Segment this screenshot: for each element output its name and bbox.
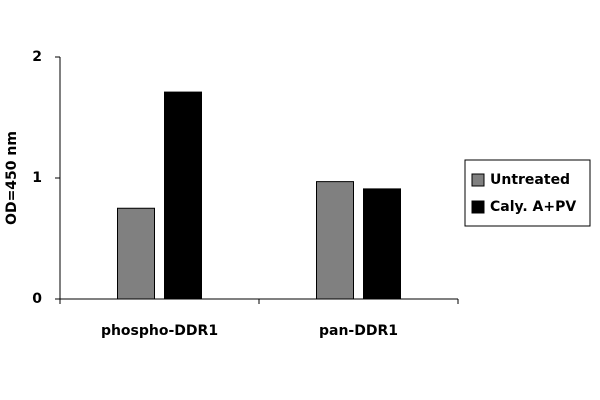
y-tick-label: 1 (32, 170, 42, 186)
y-tick-label: 0 (32, 291, 42, 307)
y-axis-label: OD=450 nm (4, 131, 20, 225)
legend-label: Caly. A+PV (490, 199, 576, 215)
legend-box (464, 159, 591, 227)
legend-swatch (471, 173, 485, 187)
x-tick-label: pan-DDR1 (319, 323, 398, 339)
x-tick-label: phospho-DDR1 (101, 323, 218, 339)
bar (316, 181, 354, 300)
legend-label: Untreated (490, 172, 570, 188)
bar (363, 188, 401, 300)
legend-swatch (471, 200, 485, 214)
bar (164, 91, 202, 300)
bar (117, 207, 155, 300)
y-tick-label: 2 (32, 49, 42, 65)
